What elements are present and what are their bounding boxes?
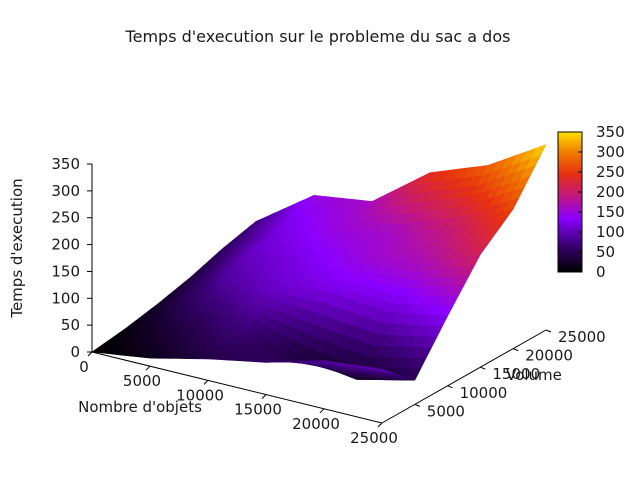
z-tick-label: 150	[51, 262, 80, 280]
y-tick-label: 25000	[558, 328, 606, 346]
x-axis-label: Nombre d'objets	[78, 398, 202, 416]
y-tick-label: 20000	[525, 347, 573, 365]
y-tick-mark	[545, 329, 552, 333]
z-tick-label: 300	[51, 182, 80, 200]
x-tick-mark	[145, 365, 151, 371]
x-tick-label: 25000	[350, 429, 398, 447]
y-tick-mark	[447, 385, 453, 389]
z-tick-label: 100	[51, 289, 80, 307]
z-tick-label: 200	[51, 236, 80, 254]
chart-title: Temps d'execution sur le probleme du sac…	[125, 27, 511, 46]
colorbar-tick-label: 50	[596, 243, 615, 261]
z-tick-label: 50	[61, 316, 80, 334]
y-tick-label: 5000	[427, 402, 465, 420]
y-tick-mark	[414, 403, 420, 407]
colorbar-tick-label: 350	[596, 123, 625, 141]
x-axis-line	[91, 351, 383, 424]
z-tick-label: 350	[51, 155, 80, 173]
axes	[91, 164, 547, 424]
y-axis-line	[381, 329, 547, 424]
z-axis-label: Temps d'execution	[8, 178, 26, 318]
z-tick-label: 0	[70, 343, 80, 361]
z-tick-label: 250	[51, 209, 80, 227]
x-tick-mark	[377, 422, 383, 428]
x-tick-mark	[319, 408, 325, 414]
colorbar	[557, 131, 583, 273]
tick-labels: 0501001502002503003500500010000150002000…	[51, 155, 605, 447]
y-axis-label: Volume	[506, 366, 562, 384]
y-tick-label: 10000	[460, 384, 508, 402]
x-tick-label: 0	[79, 358, 89, 376]
x-tick-label: 15000	[234, 401, 282, 419]
colorbar-tick-label: 200	[596, 183, 625, 201]
y-tick-mark	[513, 348, 519, 352]
colorbar-tick-label: 0	[596, 263, 606, 281]
y-tick-mark	[480, 366, 486, 370]
x-tick-mark	[203, 380, 209, 385]
x-tick-label: 5000	[123, 372, 161, 390]
colorbar-tick-label: 250	[596, 163, 625, 181]
x-tick-label: 10000	[176, 386, 224, 404]
surface-plot	[91, 144, 547, 381]
surface-cell	[372, 367, 388, 372]
colorbar-tick-label: 300	[596, 143, 625, 161]
x-tick-mark	[87, 351, 93, 357]
y-tick-label: 15000	[492, 365, 540, 383]
colorbar-ticks: 0 50 100 150 200 250 300 350	[578, 123, 625, 281]
colorbar-tick-label: 150	[596, 203, 625, 221]
x-tick-label: 20000	[292, 415, 340, 433]
colorbar-tick-label: 100	[596, 223, 625, 241]
x-tick-mark	[261, 394, 267, 399]
